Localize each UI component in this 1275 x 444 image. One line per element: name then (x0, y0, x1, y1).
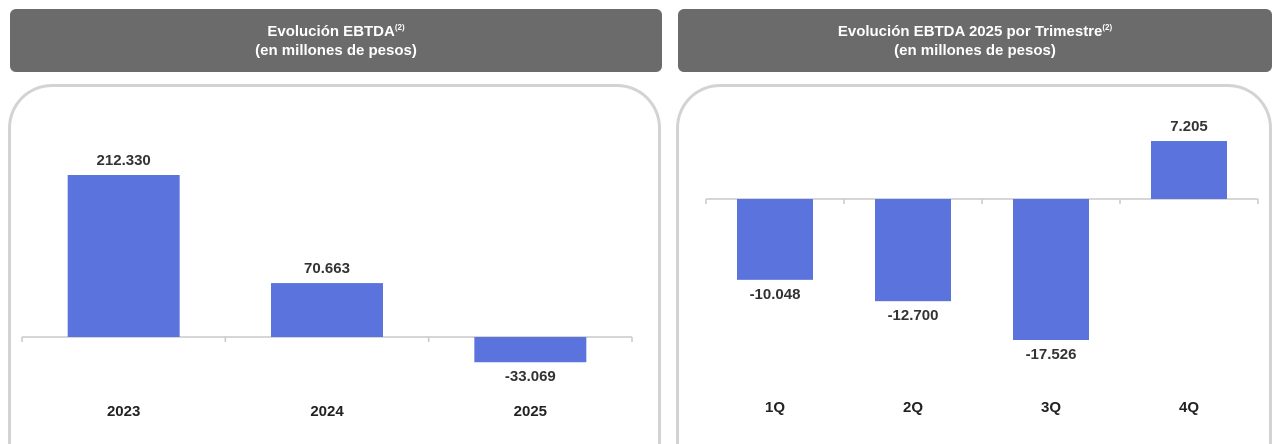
data-label: -10.048 (750, 286, 801, 303)
chart-header-quarterly: Evolución EBTDA 2025 por Trimestre(2) (e… (678, 9, 1272, 72)
x-tick-label: 2Q (903, 399, 923, 416)
x-tick-label: 2023 (107, 403, 140, 420)
bar-4Q (1151, 141, 1227, 199)
data-label: 70.663 (304, 260, 350, 277)
x-tick-label: 4Q (1179, 399, 1199, 416)
bar-2024 (271, 283, 383, 337)
bar-1Q (737, 199, 813, 280)
chart-subtitle: (en millones de pesos) (894, 41, 1056, 59)
data-label: 7.205 (1170, 118, 1208, 135)
bar-2Q (875, 199, 951, 302)
bar-2023 (67, 175, 180, 337)
chart-title: Evolución EBTDA(2) (267, 22, 405, 40)
x-tick-label: 1Q (765, 399, 785, 416)
title-superscript: (2) (1102, 22, 1113, 32)
bar-2025 (474, 337, 587, 363)
bar-charts: 212.330 2023 70.663 2024 -33.069 2025 -10.048 1… (21, 118, 1259, 420)
data-label: -33.069 (505, 368, 556, 385)
data-label: 212.330 (97, 152, 151, 169)
x-tick-label: 2024 (310, 403, 344, 420)
data-label: -12.700 (888, 307, 939, 324)
chart-title: Evolución EBTDA 2025 por Trimestre(2) (837, 22, 1113, 40)
data-label: -17.526 (1026, 346, 1077, 363)
chart-header-annual: Evolución EBTDA(2) (en millones de pesos… (10, 9, 662, 72)
x-tick-label: 2025 (514, 403, 547, 420)
chart-subtitle: (en millones de pesos) (255, 41, 417, 59)
bar-3Q (1013, 199, 1089, 340)
title-superscript: (2) (394, 22, 405, 32)
x-tick-label: 3Q (1041, 399, 1061, 416)
